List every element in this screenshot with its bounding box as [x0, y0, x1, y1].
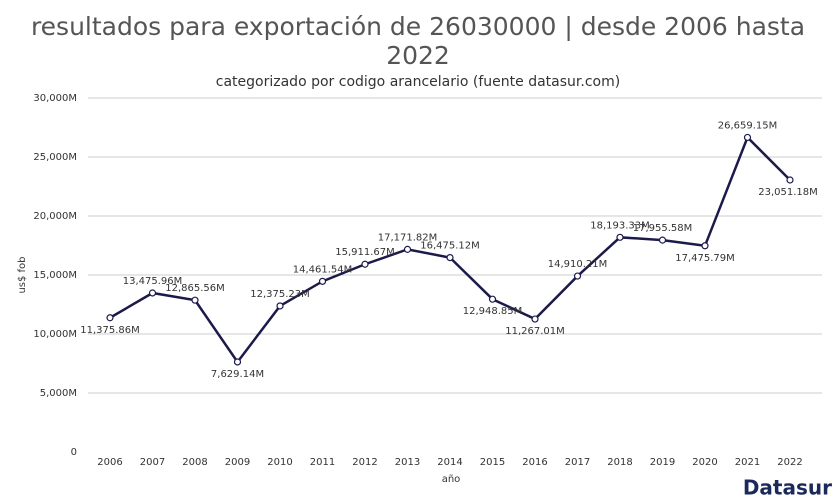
x-tick-label: 2014 — [437, 457, 462, 468]
x-tick-label: 2011 — [310, 457, 335, 468]
x-tick-label: 2018 — [607, 457, 632, 468]
point — [701, 242, 709, 250]
point — [616, 233, 624, 241]
point — [743, 133, 752, 142]
y-tick-label: 20,000M — [33, 211, 77, 222]
data-label: 17,475.79M — [675, 253, 735, 264]
x-tick-label: 2019 — [650, 457, 675, 468]
data-label: 26,659.15M — [718, 120, 778, 131]
x-tick-label: 2017 — [565, 457, 590, 468]
x-tick-label: 2020 — [692, 457, 717, 468]
point — [191, 296, 199, 304]
x-tick-label: 2016 — [522, 457, 547, 468]
point — [573, 272, 582, 280]
chart-title: resultados para exportación de 26030000 … — [30, 12, 806, 70]
point — [148, 289, 157, 297]
point — [106, 314, 114, 322]
x-tick-label: 2013 — [395, 457, 420, 468]
point — [361, 260, 369, 268]
x-tick-label: 2012 — [352, 457, 377, 468]
y-tick-label: 30,000M — [33, 93, 77, 104]
y-tick-label: 25,000M — [33, 152, 77, 163]
point — [233, 358, 242, 366]
x-axis-label: año — [442, 474, 461, 485]
point — [488, 295, 497, 303]
point — [403, 245, 412, 253]
point — [786, 176, 794, 184]
data-label: 12,375.23M — [250, 289, 310, 300]
data-label: 14,461.54M — [293, 264, 353, 275]
y-tick-label: 10,000M — [33, 329, 77, 340]
x-tick-label: 2015 — [480, 457, 505, 468]
x-tick-label: 2009 — [225, 457, 250, 468]
y-tick-label: 5,000M — [40, 388, 77, 399]
point — [276, 302, 284, 310]
x-tick-label: 2022 — [777, 457, 802, 468]
data-label: 15,911.67M — [335, 247, 395, 258]
x-tick-label: 2007 — [140, 457, 165, 468]
data-label: 12,865.56M — [165, 283, 225, 294]
point — [318, 277, 327, 285]
logo: Datasur — [743, 476, 832, 500]
data-label: 18,193.33M — [590, 220, 650, 231]
data-label: 11,267.01M — [505, 326, 565, 337]
data-label: 13,475.96M — [123, 276, 183, 287]
data-label: 17,171.82M — [378, 232, 438, 243]
point — [446, 253, 454, 262]
data-label: 16,475.12M — [420, 241, 480, 252]
data-label: 12,948.85M — [463, 306, 523, 317]
chart-subtitle: categorizado por codigo arancelario (fue… — [216, 74, 620, 90]
point — [658, 236, 667, 244]
x-tick-label: 2021 — [735, 457, 760, 468]
x-tick-label: 2006 — [97, 457, 122, 468]
data-label: 23,051.18M — [758, 187, 818, 198]
y-tick-label: 15,000M — [33, 270, 77, 281]
y-tick-label: 0 — [71, 447, 77, 458]
point — [531, 315, 539, 323]
y-axis-label: us$ fob — [17, 256, 28, 293]
data-label: 7,629.14M — [211, 369, 264, 380]
x-tick-label: 2008 — [182, 457, 207, 468]
x-tick-label: 2010 — [267, 457, 292, 468]
data-label: 11,375.86M — [80, 325, 140, 336]
data-label: 17,955.58M — [633, 223, 693, 234]
data-label: 14,910.21M — [548, 259, 608, 270]
